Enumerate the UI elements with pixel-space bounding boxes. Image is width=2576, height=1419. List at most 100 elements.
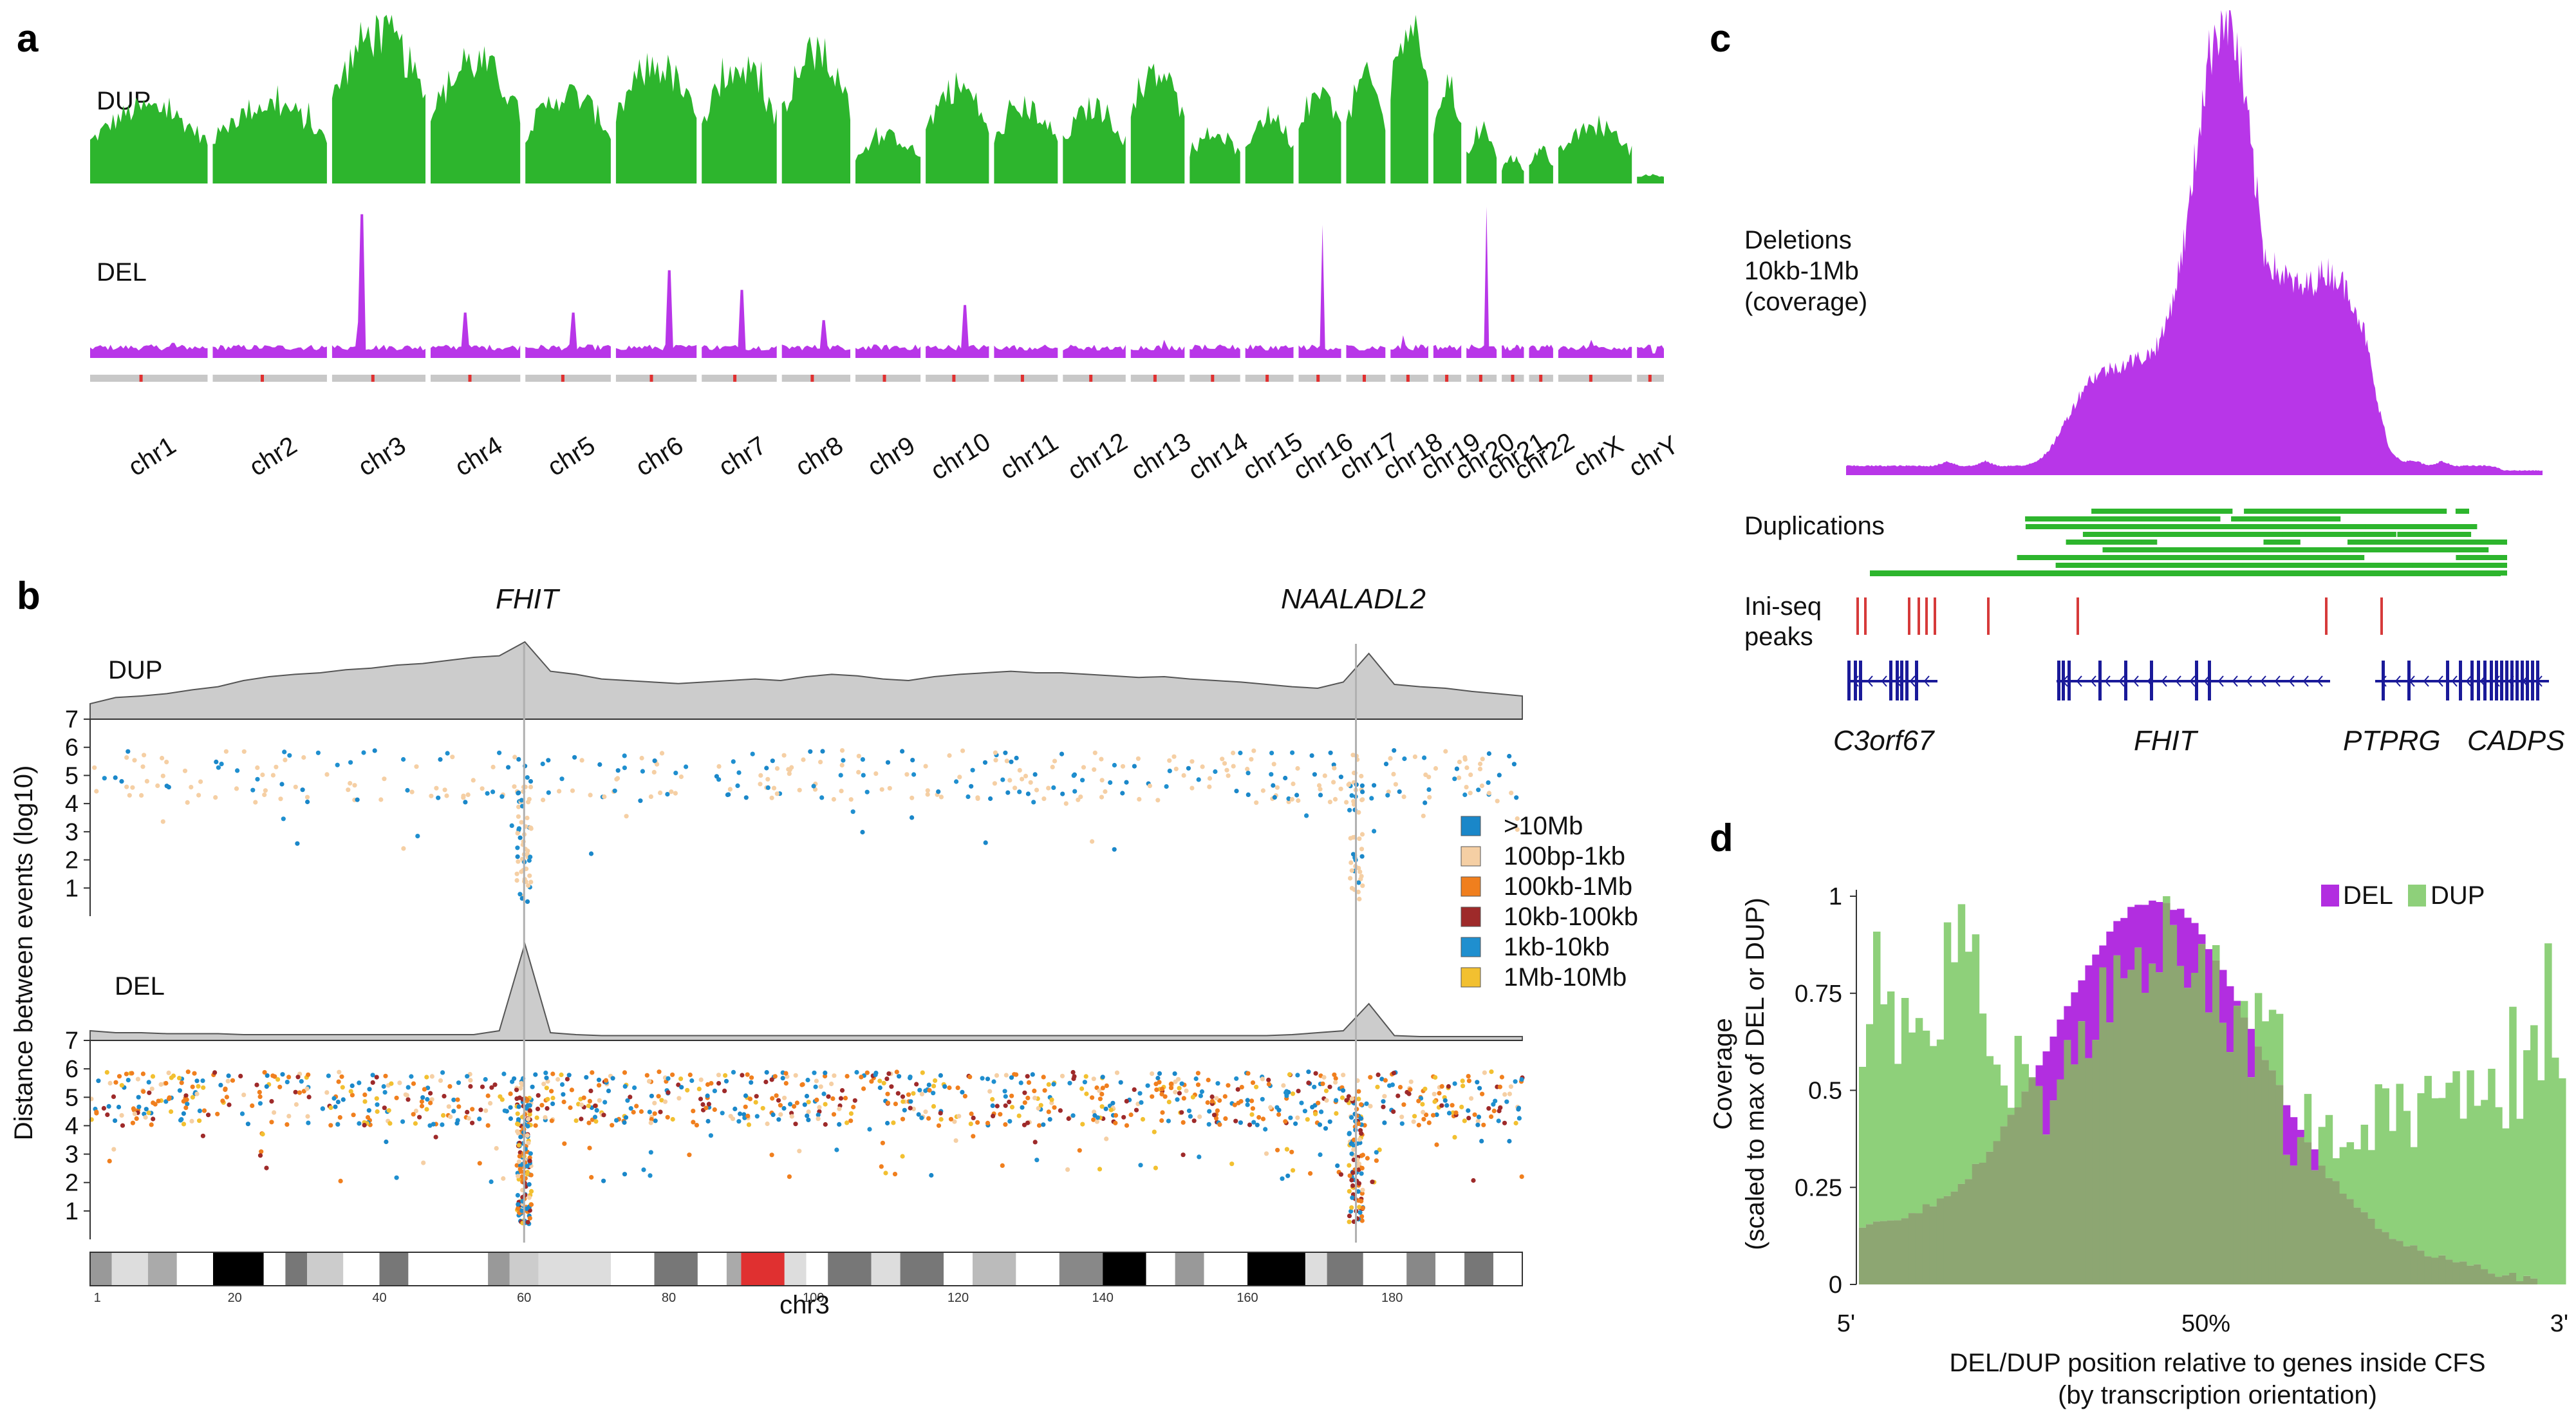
b-dup-point [1331, 762, 1336, 767]
b-del-point [1291, 1168, 1296, 1173]
d-ytick-label: 0.25 [1795, 1174, 1842, 1201]
b-dup-point [658, 790, 663, 795]
b-del-point [1347, 1214, 1352, 1219]
b-del-point [1341, 1088, 1346, 1093]
b-del-point [1251, 1120, 1256, 1125]
b-dup-point [904, 772, 910, 777]
b-del-point [1181, 1152, 1186, 1158]
b-del-point [823, 1102, 828, 1107]
b-del-point [404, 1093, 409, 1098]
b-del-point [1381, 1099, 1386, 1104]
a-centromere-chr19 [1445, 375, 1449, 382]
d-del-bar [2120, 917, 2128, 979]
a-ideo-chr15 [1245, 375, 1294, 382]
b-dup-point [1251, 748, 1256, 753]
b-dup-point [1231, 764, 1236, 769]
b-del-point [1424, 1113, 1429, 1118]
b-del-point [477, 1116, 482, 1122]
b-del-point [516, 1104, 521, 1109]
d-dup-bar [2014, 1035, 2022, 1107]
b-dup-point [514, 871, 519, 876]
a-dup-area-chr5 [525, 84, 611, 183]
b-del-point [987, 1089, 993, 1094]
b-del-point [545, 1096, 550, 1102]
b-del-point [111, 1147, 117, 1152]
b-del-point [1375, 1084, 1380, 1089]
b-del-point [656, 1094, 661, 1099]
b-del-point [1476, 1114, 1482, 1120]
b-dup-point [1108, 780, 1113, 785]
b-del-point [592, 1114, 598, 1120]
b-del-point [375, 1102, 380, 1107]
b-del-point [468, 1084, 473, 1089]
b-del-point [250, 1103, 255, 1108]
b-dup-point [516, 804, 521, 809]
panel-d-label: d [1710, 816, 1733, 860]
c-exon [2521, 661, 2524, 700]
d-overlap-bar [2530, 1278, 2538, 1284]
b-del-point [561, 1099, 566, 1105]
b-del-point [653, 1118, 658, 1123]
b-del-point [705, 1093, 710, 1098]
a-chr-label: chr11 [995, 428, 1063, 485]
b-del-point [745, 1072, 750, 1077]
d-overlap-bar [1901, 1218, 1909, 1284]
b-dup-point [1309, 753, 1314, 758]
d-overlap-bar [1866, 1224, 1874, 1284]
b-del-point [783, 1071, 789, 1076]
b-del-point [754, 1114, 760, 1119]
b-xtick-label: 20 [228, 1291, 242, 1305]
b-del-point [143, 1114, 148, 1120]
b-dup-point [1231, 750, 1236, 756]
d-dup-bar [2516, 1118, 2524, 1281]
b-del-point [1499, 1075, 1504, 1080]
b-dup-point [1383, 762, 1389, 767]
b-del-point [320, 1106, 325, 1111]
b-del-point [1184, 1088, 1189, 1093]
b-del-point [527, 1108, 533, 1113]
a-dup-area-chr2 [212, 85, 327, 183]
b-ytick-label: 1 [65, 875, 79, 902]
b-dup-point [614, 776, 619, 782]
d-del-bar [2127, 907, 2135, 970]
b-dup-point [497, 750, 502, 755]
b-del-point [1091, 1117, 1096, 1122]
c-dup-segment [2106, 532, 2216, 537]
b-del-point [816, 1116, 821, 1122]
b-del-point [516, 1174, 521, 1179]
d-overlap-bar [2099, 967, 2107, 1284]
b-ideo-band [726, 1252, 742, 1286]
b-del-point [428, 1091, 433, 1096]
b-dup-point [1226, 773, 1231, 778]
b-dup-point [1391, 771, 1396, 776]
b-dup-point [142, 753, 147, 758]
d-overlap-bar [2459, 1261, 2467, 1284]
b-del-point [926, 1082, 931, 1087]
c-strand-arrow [2522, 675, 2528, 687]
b-dup-point [673, 771, 678, 776]
b-del-point [1181, 1096, 1186, 1101]
b-del-point [1519, 1077, 1524, 1082]
b-dup-point [1245, 766, 1250, 772]
a-chr-label: chr6 [631, 431, 688, 482]
b-del-point [716, 1073, 722, 1078]
b-dup-point [126, 749, 131, 754]
b-del-point [1254, 1084, 1259, 1089]
b-dup-point [1099, 756, 1104, 762]
b-del-point [1462, 1118, 1467, 1123]
b-del-point [740, 1073, 745, 1078]
b-del-point [923, 1088, 928, 1093]
b-ideo-band [871, 1252, 901, 1286]
c-dup-segment [2217, 555, 2327, 560]
b-ideo-band [1435, 1252, 1465, 1286]
a-centromere-chr17 [1363, 375, 1366, 382]
b-dup-point [1164, 784, 1169, 789]
b-del-point [1284, 1147, 1289, 1152]
b-del-point [900, 1116, 906, 1122]
d-del-bar [2049, 1037, 2057, 1101]
b-ideo-band [90, 1252, 112, 1286]
b-dup-point [1186, 766, 1191, 771]
b-del-point [113, 1118, 118, 1123]
b-del-point [919, 1115, 924, 1120]
a-ideo-chr9 [855, 375, 921, 382]
